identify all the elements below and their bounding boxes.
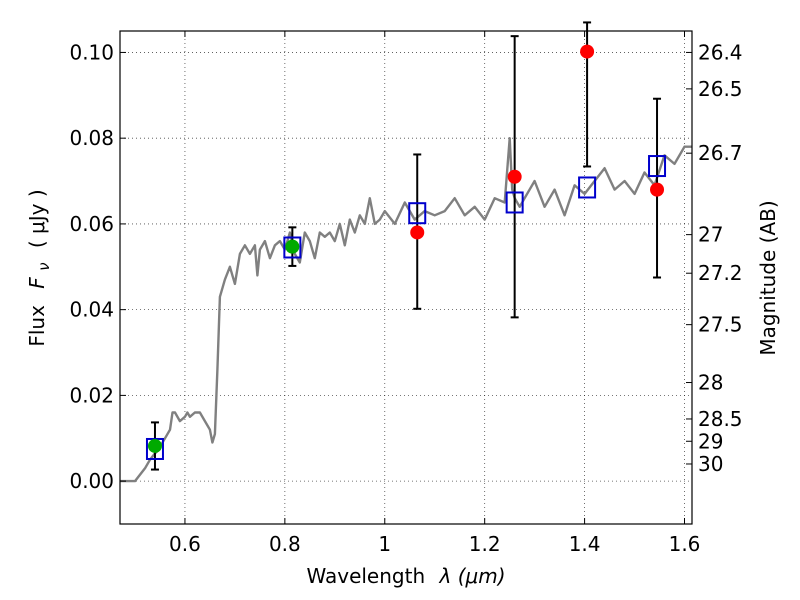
data-markers	[145, 44, 667, 460]
data-point	[650, 182, 665, 197]
model-photometry-point	[648, 155, 667, 178]
y2-tick-label: 26.7	[698, 141, 743, 165]
y2-tick-label: 29	[698, 429, 723, 453]
model-photometry-point	[408, 202, 427, 225]
y2-tick-label: 26.5	[698, 77, 743, 101]
x-tick-label: 0.8	[269, 532, 301, 556]
y-tick-label: 0.02	[69, 383, 114, 407]
error-bars	[150, 21, 662, 471]
x-tick-label: 1	[378, 532, 391, 556]
grid	[120, 31, 692, 524]
y2-tick-label: 27.5	[698, 313, 743, 337]
y2-tick-label: 26.4	[698, 40, 743, 64]
x-tick-label: 0.6	[169, 532, 201, 556]
x-tick-label: 1.6	[669, 532, 701, 556]
data-point	[147, 438, 162, 453]
model-spectrum	[120, 136, 692, 483]
y-tick-label: 0.06	[69, 212, 114, 236]
model-photometry-point	[505, 191, 524, 214]
x-axis-label: Wavelength λ (μm)	[306, 564, 505, 588]
data-point	[507, 169, 522, 184]
x-tick-label: 1.4	[569, 532, 601, 556]
y-axis-unit: ( μJy )	[25, 189, 49, 248]
y2-tick-label: 28.5	[698, 407, 743, 431]
x-tick-label: 1.2	[469, 532, 501, 556]
y-tick-label: 0.04	[69, 298, 114, 322]
data-point	[285, 239, 300, 254]
y2-axis-label: Magnitude (AB)	[756, 200, 780, 355]
data-point	[410, 225, 425, 240]
y-axis-label: Flux F ν ( μJy )	[25, 189, 54, 346]
x-axis-symbol: λ (μm)	[439, 564, 506, 588]
y2-tick-label: 27	[698, 223, 723, 247]
y2-tick-label: 27.2	[698, 261, 743, 285]
data-point	[580, 44, 595, 59]
y-axis-subscript: ν	[35, 262, 53, 270]
axis-ticks: 0.6 0.8 1 1.2 1.4 1.6 0.00 0.02 0.04 0.06 0.08 0.10…	[69, 31, 743, 556]
y-tick-label: 0.00	[69, 469, 114, 493]
y-axis-symbol: F	[25, 277, 49, 289]
plot-frame	[119, 30, 693, 525]
spectrum-line	[120, 136, 692, 483]
y2-tick-label: 30	[698, 452, 723, 476]
y-tick-label: 0.10	[69, 40, 114, 64]
y-tick-label: 0.08	[69, 126, 114, 150]
model-photometry-point	[283, 236, 302, 259]
model-photometry-point	[578, 176, 597, 199]
y2-tick-label: 28	[698, 371, 723, 395]
